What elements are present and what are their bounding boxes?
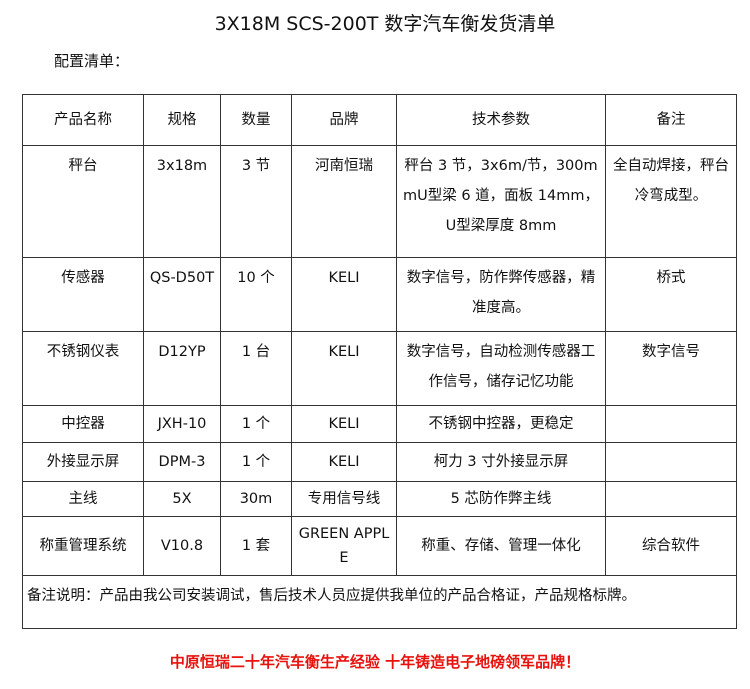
column-header: 规格 bbox=[143, 94, 221, 146]
table-cell: 中控器 bbox=[22, 405, 144, 443]
table-cell bbox=[605, 481, 737, 517]
table-row: 传感器 QS-D50T 10 个 KELI 数字信号，防作弊传感器，精准度高。 桥式 bbox=[22, 257, 737, 332]
table-cell: 专用信号线 bbox=[291, 481, 397, 517]
remark-note: 备注说明：产品由我公司安装调试，售后技术人员应提供我单位的产品合格证，产品规格标… bbox=[22, 575, 737, 629]
table-cell: 主线 bbox=[22, 481, 144, 517]
table-cell: 1 套 bbox=[220, 516, 292, 576]
table-cell: KELI bbox=[291, 257, 397, 332]
table-row: 秤台 3x18m 3 节河南恒瑞 秤台 3 节，3x6m/节，300mmU型梁 6 道… bbox=[22, 145, 737, 258]
table-row: 不锈钢仪表 D12YP 1 台 KELI 数字信号，自动检测传感器工作信号，储存记忆功能… bbox=[22, 331, 737, 406]
table-cell: 外接显示屏 bbox=[22, 442, 144, 482]
table-cell: KELI bbox=[291, 405, 397, 443]
table-cell: 1 个 bbox=[220, 405, 292, 443]
table-cell: V10.8 bbox=[143, 516, 221, 576]
table-cell: 5 芯防作弊主线 bbox=[396, 481, 606, 517]
column-header: 产品名称 bbox=[22, 94, 144, 146]
table-cell: 秤台 bbox=[22, 145, 144, 258]
document-page: 3X18M SCS-200T 数字汽车衡发货清单 配置清单： 产品名称 规格 数量品… bbox=[22, 13, 737, 671]
table-cell: DPM-3 bbox=[143, 442, 221, 482]
column-header: 技术参数 bbox=[396, 94, 606, 146]
table-cell: 1 个 bbox=[220, 442, 292, 482]
table-cell: 秤台 3 节，3x6m/节，300mmU型梁 6 道，面板 14mm，U型梁厚度… bbox=[396, 145, 606, 258]
table-cell: 称重管理系统 bbox=[22, 516, 144, 576]
table-row: 中控器 JXH-10 1 个 KELI 不锈钢中控器，更稳定 bbox=[22, 405, 737, 443]
table-cell bbox=[605, 405, 737, 443]
table-row: 称重管理系统 V10.8 1 套 GREEN APPLE 称重、存储、管理一体化 综合软件 bbox=[22, 516, 737, 576]
document-title: 3X18M SCS-200T 数字汽车衡发货清单 bbox=[214, 13, 556, 35]
table-cell: 称重、存储、管理一体化 bbox=[396, 516, 606, 576]
table-cell: 5X bbox=[143, 481, 221, 517]
table-header-row: 产品名称 规格 数量 品牌 技术参数 备注 bbox=[22, 94, 737, 146]
table-cell: 全自动焊接，秤台冷弯成型。 bbox=[605, 145, 737, 258]
table-cell: 综合软件 bbox=[605, 516, 737, 576]
table-cell: 不锈钢仪表 bbox=[22, 331, 144, 406]
table-cell: GREEN APPLE bbox=[291, 516, 397, 576]
table-cell: 数字信号，防作弊传感器，精准度高。 bbox=[396, 257, 606, 332]
table-cell: 河南恒瑞 bbox=[291, 145, 397, 258]
slogan: 中原恒瑞二十年汽车衡生产经验 十年铸造电子地磅领军品牌！ bbox=[169, 653, 581, 671]
table-cell: D12YP bbox=[143, 331, 221, 406]
table-cell: KELI bbox=[291, 331, 397, 406]
table-cell bbox=[605, 442, 737, 482]
table-cell: 10 个 bbox=[220, 257, 292, 332]
table-cell: 3 节 bbox=[220, 145, 292, 258]
column-header: 数量 bbox=[220, 94, 292, 146]
table-cell: 桥式 bbox=[605, 257, 737, 332]
section-label: 配置清单： bbox=[54, 52, 130, 70]
remark-row: 备注说明：产品由我公司安装调试，售后技术人员应提供我单位的产品合格证，产品规格标… bbox=[22, 575, 737, 629]
table-cell: 数字信号 bbox=[605, 331, 737, 406]
table-cell: 3x18m bbox=[143, 145, 221, 258]
table-cell: QS-D50T bbox=[143, 257, 221, 332]
table-cell: 数字信号，自动检测传感器工作信号，储存记忆功能 bbox=[396, 331, 606, 406]
table-cell: 传感器 bbox=[22, 257, 144, 332]
table-cell: 1 台 bbox=[220, 331, 292, 406]
table-cell: 柯力 3 寸外接显示屏 bbox=[396, 442, 606, 482]
table-cell: KELI bbox=[291, 442, 397, 482]
shipping-list-table: 产品名称 规格 数量 品牌 技术参数 备注 秤台 3x18m 3 节河南恒瑞 秤台 3 节，3x6… bbox=[22, 94, 737, 629]
table-row: 外接显示屏 DPM-3 1 个 KELI 柯力 3 寸外接显示屏 bbox=[22, 442, 737, 482]
table-cell: JXH-10 bbox=[143, 405, 221, 443]
column-header: 品牌 bbox=[291, 94, 397, 146]
table-row: 主线 5X 30m 专用信号线 5 芯防作弊主线 bbox=[22, 481, 737, 517]
table-cell: 不锈钢中控器，更稳定 bbox=[396, 405, 606, 443]
column-header: 备注 bbox=[605, 94, 737, 146]
table-cell: 30m bbox=[220, 481, 292, 517]
